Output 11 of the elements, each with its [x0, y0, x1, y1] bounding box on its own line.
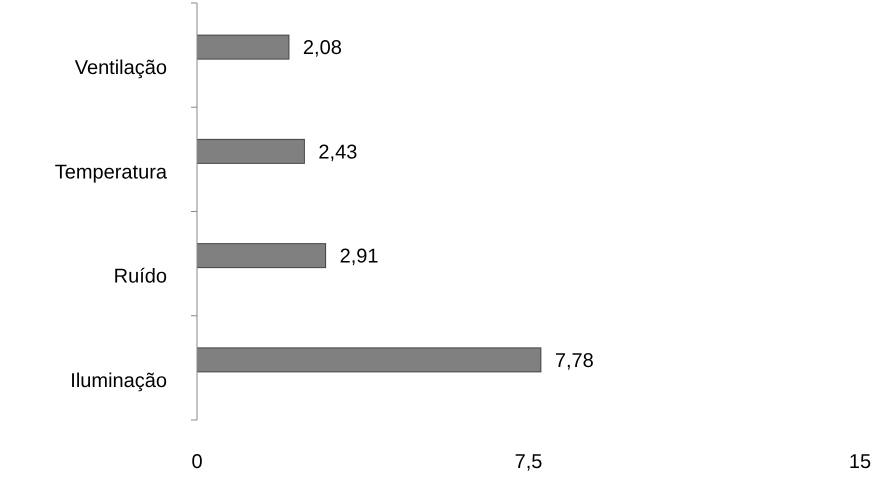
y-tick-label: Ruído [114, 266, 167, 288]
y-tick-label: Ventilação [74, 57, 167, 80]
y-tick-label: Iluminação [70, 370, 167, 392]
y-tick-label: Temperatura [54, 161, 168, 184]
data-label: 7,78 [554, 350, 594, 372]
x-tick-label: 0 [191, 451, 203, 473]
data-label: 2,91 [340, 246, 379, 268]
data-label: 2,08 [302, 37, 342, 60]
data-label: 2,43 [318, 141, 358, 164]
x-tick-label: 7,5 [514, 451, 542, 473]
x-tick-label: 15 [848, 451, 872, 473]
